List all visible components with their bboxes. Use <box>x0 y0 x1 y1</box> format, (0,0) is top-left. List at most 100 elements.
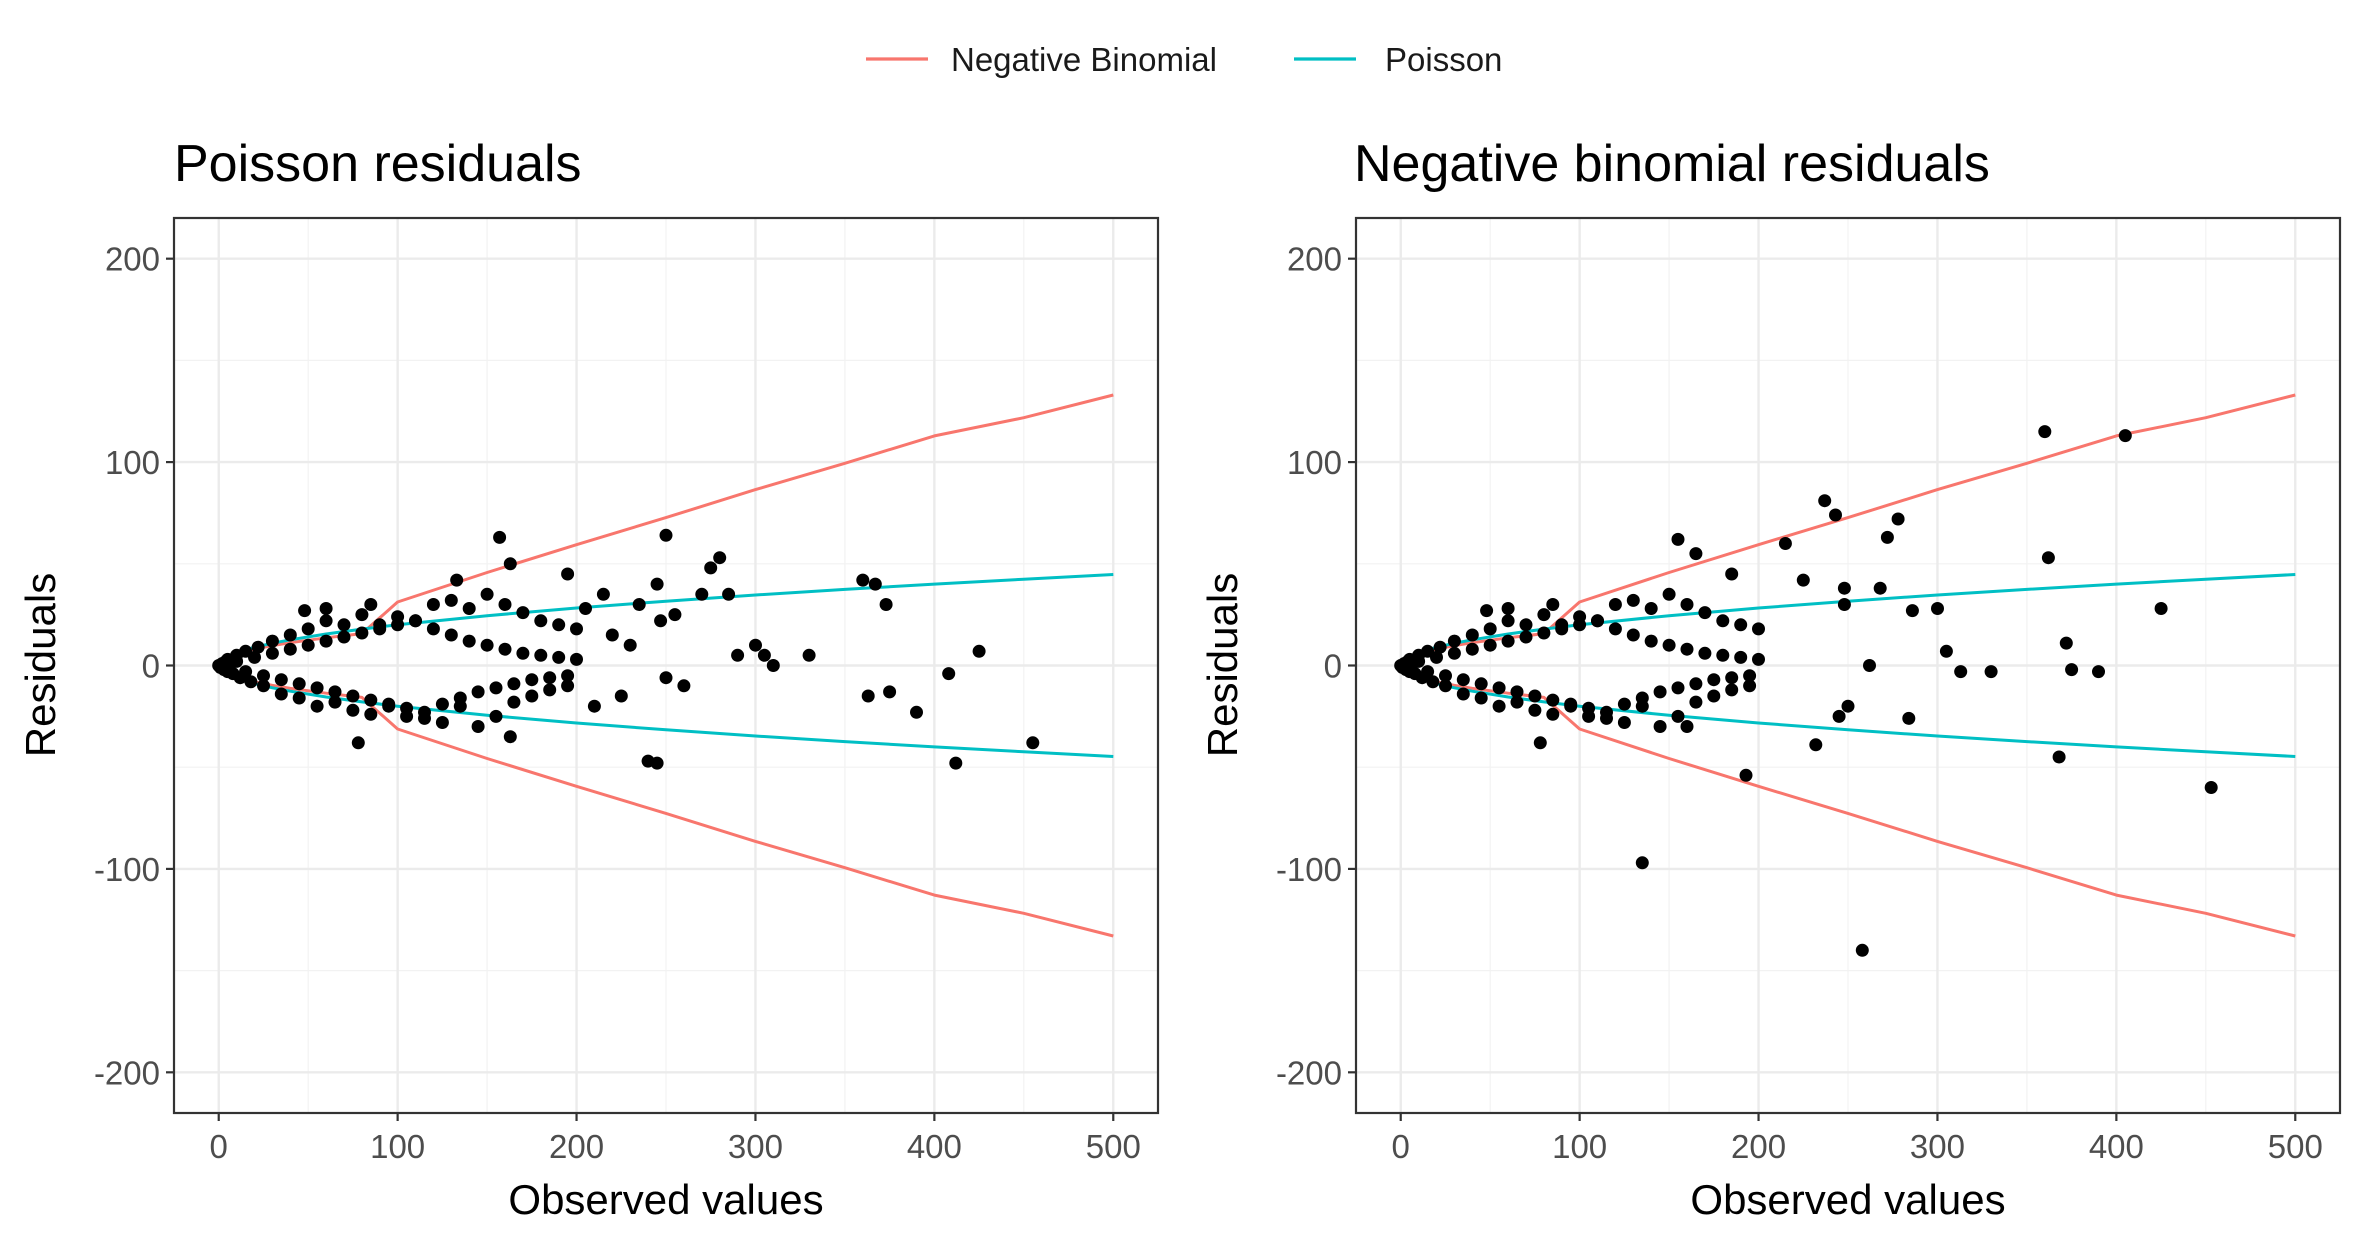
data-point <box>283 642 297 656</box>
data-point <box>364 707 378 721</box>
data-point <box>1501 614 1515 628</box>
data-point <box>543 683 557 697</box>
y-tick-label: 200 <box>1287 241 1342 278</box>
data-point <box>654 614 668 628</box>
data-point <box>1608 622 1622 636</box>
data-point <box>1653 685 1667 699</box>
poisson-residuals-panel: Poisson residuals 0 100 200 300 400 500 -200 -1… <box>17 135 1160 1223</box>
data-point <box>1617 697 1631 711</box>
data-point <box>1680 642 1694 656</box>
data-point <box>1841 699 1855 713</box>
data-point <box>1635 856 1649 870</box>
data-point <box>856 573 870 587</box>
x-tick-label: 200 <box>549 1128 604 1165</box>
data-point <box>1832 709 1846 723</box>
data-point <box>319 602 333 615</box>
data-point <box>274 687 288 701</box>
data-point <box>319 614 333 628</box>
data-point <box>283 628 297 642</box>
data-point <box>450 573 464 587</box>
data-point <box>310 699 324 713</box>
data-point <box>257 679 270 693</box>
data-point <box>2052 750 2066 764</box>
data-point <box>351 736 365 750</box>
data-point <box>248 650 261 664</box>
x-tick-label: 0 <box>210 1128 228 1165</box>
data-point <box>1546 693 1560 707</box>
data-point <box>1725 671 1739 685</box>
data-point <box>704 561 718 575</box>
data-point <box>757 648 771 662</box>
data-point <box>1426 675 1440 689</box>
data-point <box>1474 677 1488 691</box>
data-point <box>1680 598 1694 611</box>
data-point <box>328 695 342 709</box>
data-point <box>579 602 592 615</box>
data-point <box>1456 687 1470 701</box>
data-point <box>2041 551 2055 565</box>
data-point <box>525 689 539 703</box>
data-point <box>570 622 583 636</box>
x-tick-label: 500 <box>2268 1128 2323 1165</box>
data-point <box>1939 644 1953 658</box>
data-point <box>364 598 378 611</box>
data-point <box>1698 606 1712 620</box>
data-point <box>632 598 646 611</box>
data-point <box>1698 646 1712 660</box>
y-axis-title-negative-binomial: Residuals <box>1199 573 1246 757</box>
data-point <box>650 756 664 770</box>
y-tick-label: 100 <box>105 444 160 481</box>
x-tick-label: 300 <box>1910 1128 1965 1165</box>
data-point <box>444 593 458 607</box>
ticks-poisson: 0 100 200 300 400 500 -200 -100 0 100 200 <box>94 241 1141 1165</box>
data-point <box>543 671 557 685</box>
data-point <box>561 669 575 683</box>
data-point <box>910 705 923 719</box>
data-point <box>1421 665 1435 679</box>
data-point <box>1430 650 1443 664</box>
data-point <box>1501 634 1515 648</box>
data-point <box>802 648 816 662</box>
data-point <box>1725 683 1739 697</box>
data-point <box>942 667 956 681</box>
data-point <box>1863 659 1876 672</box>
data-point <box>587 699 601 713</box>
data-point <box>1707 689 1721 703</box>
data-point <box>534 648 548 662</box>
data-point <box>1447 634 1461 648</box>
data-point <box>292 677 306 691</box>
x-axis-title-negative-binomial: Observed values <box>1690 1176 2005 1223</box>
data-point <box>1707 673 1721 687</box>
data-point <box>2118 429 2132 443</box>
data-point <box>1644 602 1658 615</box>
data-point <box>1671 532 1685 546</box>
y-tick-label: -100 <box>1276 851 1342 888</box>
data-point <box>426 598 440 611</box>
data-point <box>883 685 897 699</box>
data-point <box>677 679 691 693</box>
data-point <box>1818 494 1832 508</box>
x-axis-title-poisson: Observed values <box>508 1176 823 1223</box>
data-point <box>498 642 512 656</box>
data-point <box>1671 681 1685 695</box>
negative-binomial-residuals-panel: Negative binomial residuals 0 100 200 300 40… <box>1199 135 2342 1223</box>
data-point <box>1837 598 1851 611</box>
points-poisson <box>212 528 1040 770</box>
data-point <box>525 673 539 687</box>
data-point <box>1635 691 1649 705</box>
data-point <box>373 622 387 636</box>
y-tick-label: -200 <box>1276 1054 1342 1091</box>
x-tick-label: 400 <box>907 1128 962 1165</box>
data-point <box>731 648 745 662</box>
data-point <box>257 669 270 683</box>
data-point <box>1689 547 1703 561</box>
data-point <box>239 665 253 679</box>
data-point <box>1734 618 1748 632</box>
data-point <box>534 614 548 628</box>
data-point <box>435 697 449 711</box>
data-point <box>722 587 736 601</box>
data-point <box>364 693 378 707</box>
data-point <box>1662 587 1676 601</box>
data-point <box>1528 689 1542 703</box>
